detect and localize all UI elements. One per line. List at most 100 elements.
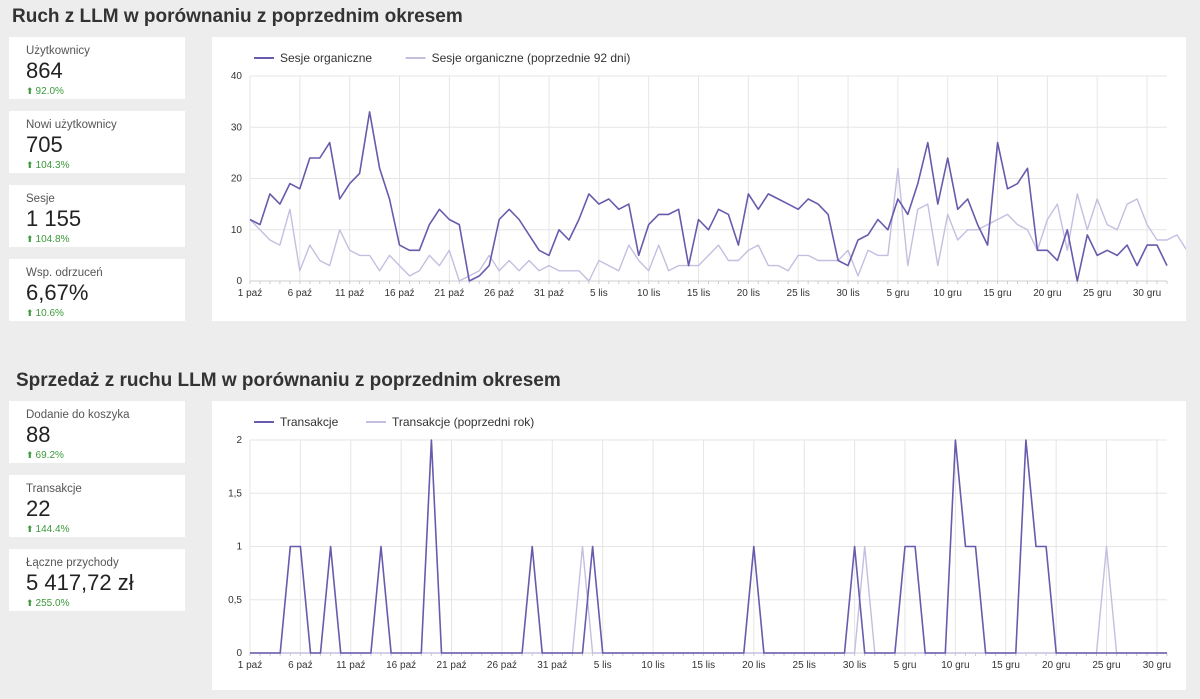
y-tick-label: 1 xyxy=(236,542,242,553)
x-tick-label: 5 lis xyxy=(594,660,612,671)
kpi-label: Nowi użytkownicy xyxy=(26,119,117,131)
x-tick-label: 25 gru xyxy=(1083,288,1111,299)
x-tick-label: 25 gru xyxy=(1092,660,1120,671)
kpi-label: Transakcje xyxy=(26,483,82,495)
legend-label: Sesje organiczne xyxy=(280,51,372,65)
x-tick-label: 26 paź xyxy=(487,660,517,671)
x-tick-label: 25 lis xyxy=(787,288,810,299)
series-line-previous xyxy=(249,167,1188,282)
chart-panel-traffic: Sesje organiczne Sesje organiczne (poprze… xyxy=(212,37,1188,321)
section-title-sales: Sprzedaż z ruchu LLM w porównaniu z popr… xyxy=(16,370,561,391)
x-tick-label: 1 paź xyxy=(238,660,262,671)
chart-legend: Transakcje Transakcje (poprzedni rok) xyxy=(254,415,534,429)
x-tick-label: 15 lis xyxy=(687,288,710,299)
x-tick-label: 15 gru xyxy=(992,660,1020,671)
kpi-label: Użytkownicy xyxy=(26,45,90,57)
kpi-delta-value: 104.3% xyxy=(35,160,70,171)
x-tick-label: 10 lis xyxy=(641,660,664,671)
kpi-value: 88 xyxy=(26,422,51,447)
sessions-line-chart: Sesje organiczne Sesje organiczne (poprze… xyxy=(231,51,1188,299)
y-tick-label: 0 xyxy=(236,276,242,287)
y-tick-label: 2 xyxy=(236,435,242,446)
kpi-card-add-to-cart: Dodanie do koszyka 88 ⬆ 69.2% xyxy=(9,401,185,463)
kpi-card-total-revenue: Łączne przychody 5 417,72 zł ⬆ 255.0% xyxy=(9,549,185,611)
kpi-card-bounce-rate: Wsp. odrzuceń 6,67% ⬆ 10.6% xyxy=(9,259,185,321)
kpi-value: 6,67% xyxy=(26,280,89,305)
kpi-delta: ⬆ 104.3% xyxy=(26,160,69,171)
x-tick-label: 30 lis xyxy=(843,660,866,671)
chart-panel-sales: Transakcje Transakcje (poprzedni rok) 0 0,5… xyxy=(212,401,1186,690)
kpi-delta: ⬆ 104.8% xyxy=(26,234,69,245)
y-tick-label: 20 xyxy=(231,174,243,185)
kpi-value: 864 xyxy=(26,58,63,83)
series-line-current xyxy=(250,439,1167,654)
kpi-value: 1 155 xyxy=(26,206,82,231)
arrow-up-icon: ⬆ xyxy=(26,86,34,96)
legend-label: Transakcje (poprzedni rok) xyxy=(392,415,534,429)
series-line-current xyxy=(249,111,1168,282)
x-gridlines: 1 paź 6 paź 11 paź 16 paź 21 paź 26 paź 31 paź… xyxy=(238,76,1161,299)
kpi-delta: ⬆ 255.0% xyxy=(26,598,69,609)
x-tick-label: 10 gru xyxy=(934,288,962,299)
kpi-card-sessions: Sesje 1 155 ⬆ 104.8% xyxy=(9,185,185,247)
x-tick-label: 25 lis xyxy=(793,660,816,671)
x-tick-label: 30 gru xyxy=(1133,288,1161,299)
x-tick-label: 20 gru xyxy=(1033,288,1061,299)
x-tick-label: 16 paź xyxy=(386,660,416,671)
y-tick-label: 0,5 xyxy=(228,595,242,606)
arrow-up-icon: ⬆ xyxy=(26,308,34,318)
x-tick-label: 6 paź xyxy=(288,288,312,299)
kpi-label: Łączne przychody xyxy=(26,557,119,569)
x-tick-label: 11 paź xyxy=(335,288,364,299)
kpi-delta-value: 92.0% xyxy=(35,86,64,97)
arrow-up-icon: ⬆ xyxy=(26,524,34,534)
x-tick-label: 6 paź xyxy=(288,660,312,671)
x-tick-label: 30 gru xyxy=(1143,660,1171,671)
arrow-up-icon: ⬆ xyxy=(26,450,34,460)
kpi-value: 5 417,72 zł xyxy=(26,570,134,595)
kpi-card-users: Użytkownicy 864 ⬆ 92.0% xyxy=(9,37,185,99)
y-tick-label: 30 xyxy=(231,122,243,133)
legend-label: Transakcje xyxy=(280,415,339,429)
kpi-label: Sesje xyxy=(26,193,55,205)
arrow-up-icon: ⬆ xyxy=(26,598,34,608)
x-tick-label: 5 gru xyxy=(894,660,917,671)
x-tick-label: 1 paź xyxy=(238,288,262,299)
arrow-up-icon: ⬆ xyxy=(26,234,34,244)
kpi-card-transactions: Transakcje 22 ⬆ 144.4% xyxy=(9,475,185,537)
transactions-line-chart: Transakcje Transakcje (poprzedni rok) 0 0,5… xyxy=(228,415,1171,671)
kpi-card-new-users: Nowi użytkownicy 705 ⬆ 104.3% xyxy=(9,111,185,173)
y-tick-label: 10 xyxy=(231,225,243,236)
arrow-up-icon: ⬆ xyxy=(26,160,34,170)
x-tick-label: 15 lis xyxy=(692,660,715,671)
kpi-delta: ⬆ 144.4% xyxy=(26,524,69,535)
chart-legend: Sesje organiczne Sesje organiczne (poprze… xyxy=(254,51,630,65)
kpi-delta-value: 144.4% xyxy=(35,524,70,535)
kpi-delta-value: 104.8% xyxy=(35,234,70,245)
x-tick-label: 31 paź xyxy=(537,660,567,671)
y-tick-label: 1,5 xyxy=(228,488,242,499)
x-tick-label: 5 gru xyxy=(886,288,909,299)
x-tick-label: 31 paź xyxy=(534,288,564,299)
x-tick-label: 10 lis xyxy=(637,288,660,299)
kpi-value: 22 xyxy=(26,496,51,521)
x-tick-label: 20 gru xyxy=(1042,660,1070,671)
kpi-delta-value: 69.2% xyxy=(35,450,64,461)
kpi-label: Wsp. odrzuceń xyxy=(26,267,103,279)
x-tick-label: 20 lis xyxy=(742,660,765,671)
kpi-delta: ⬆ 10.6% xyxy=(26,308,64,319)
x-tick-label: 21 paź xyxy=(437,660,467,671)
kpi-delta-value: 255.0% xyxy=(35,598,70,609)
y-tick-label: 0 xyxy=(236,648,242,659)
legend-label: Sesje organiczne (poprzednie 92 dni) xyxy=(432,51,631,65)
x-tick-label: 5 lis xyxy=(590,288,608,299)
section-title-traffic: Ruch z LLM w porównaniu z poprzednim okr… xyxy=(12,6,463,27)
kpi-delta: ⬆ 92.0% xyxy=(26,86,64,97)
x-tick-label: 15 gru xyxy=(983,288,1011,299)
x-tick-label: 11 paź xyxy=(336,660,365,671)
kpi-delta: ⬆ 69.2% xyxy=(26,450,64,461)
x-tick-label: 21 paź xyxy=(434,288,464,299)
kpi-value: 705 xyxy=(26,132,63,157)
x-tick-label: 30 lis xyxy=(836,288,859,299)
kpi-delta-value: 10.6% xyxy=(35,308,64,319)
